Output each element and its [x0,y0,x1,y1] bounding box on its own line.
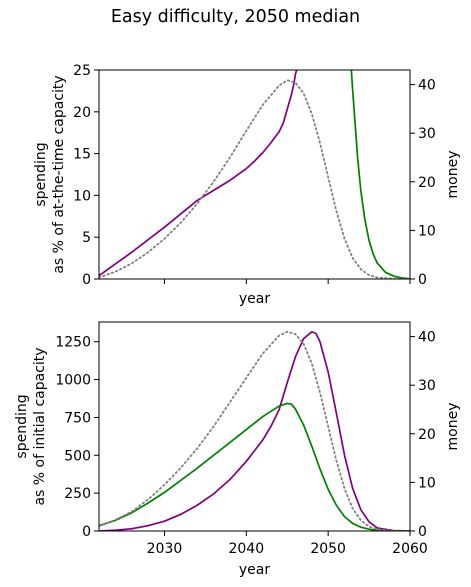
axes-frame [98,69,411,280]
series-group [99,70,410,279]
y2-axis-label: money [445,151,461,199]
y-tick-label: 25 [73,63,91,79]
x-axis-label: year [239,291,270,307]
top-panel: 0 5 10 15 20 25 0 10 20 30 40 year spending as % of a… [33,63,461,307]
x-tick-label: 2050 [310,541,346,557]
y-tick-label: 20 [73,105,91,121]
y-tick-label: 10 [73,188,91,204]
y2-tick-label: 10 [418,223,436,239]
series-group [99,330,410,531]
y2-tick-label: 0 [418,272,427,288]
x-tick-label: 2030 [147,541,183,557]
y2-tick-label: 10 [418,475,436,491]
x-axis-label: year [239,562,270,578]
y-tick-label: 750 [64,410,91,426]
x-tick-label: 2060 [392,541,428,557]
y-axis-label-line: as % of at-the-time capacity [51,75,67,273]
y-tick-label: 5 [82,230,91,246]
y-tick-label: 250 [64,486,91,502]
y-tick-label: 0 [82,524,91,540]
y-tick-label: 500 [64,448,91,464]
spending-line-green [350,70,410,279]
y2-tick-label: 30 [418,378,436,394]
y2-axis-label: money [445,403,461,451]
y2-tick-label: 0 [418,524,427,540]
y-tick-label: 1000 [55,373,91,389]
spending-line-purple [99,70,298,277]
bottom-panel: 2030 2040 2050 2060025050075010001250010203… [14,321,461,578]
spending-line-green [99,402,410,531]
y2-tick-label: 30 [418,126,436,142]
x-tick-label: 2040 [228,541,264,557]
y-tick-label: 0 [82,272,91,288]
y2-tick-label: 40 [418,78,436,94]
y2-tick-label: 20 [418,427,436,443]
y2-tick-label: 40 [418,330,436,346]
y2-tick-label: 20 [418,175,436,191]
money-reference-line [99,330,410,531]
money-reference-line [99,79,410,279]
y-axis-label-line: spending [14,394,30,458]
y-axis-label-line: as % of initial capacity [32,347,48,505]
axes-frame [98,321,411,532]
y-tick-label: 15 [73,147,91,163]
y-axis-label-line: spending [33,142,49,206]
figure-title: Easy difficulty, 2050 median [110,7,361,27]
y-tick-label: 1250 [55,335,91,351]
spending-line-purple [99,330,410,531]
